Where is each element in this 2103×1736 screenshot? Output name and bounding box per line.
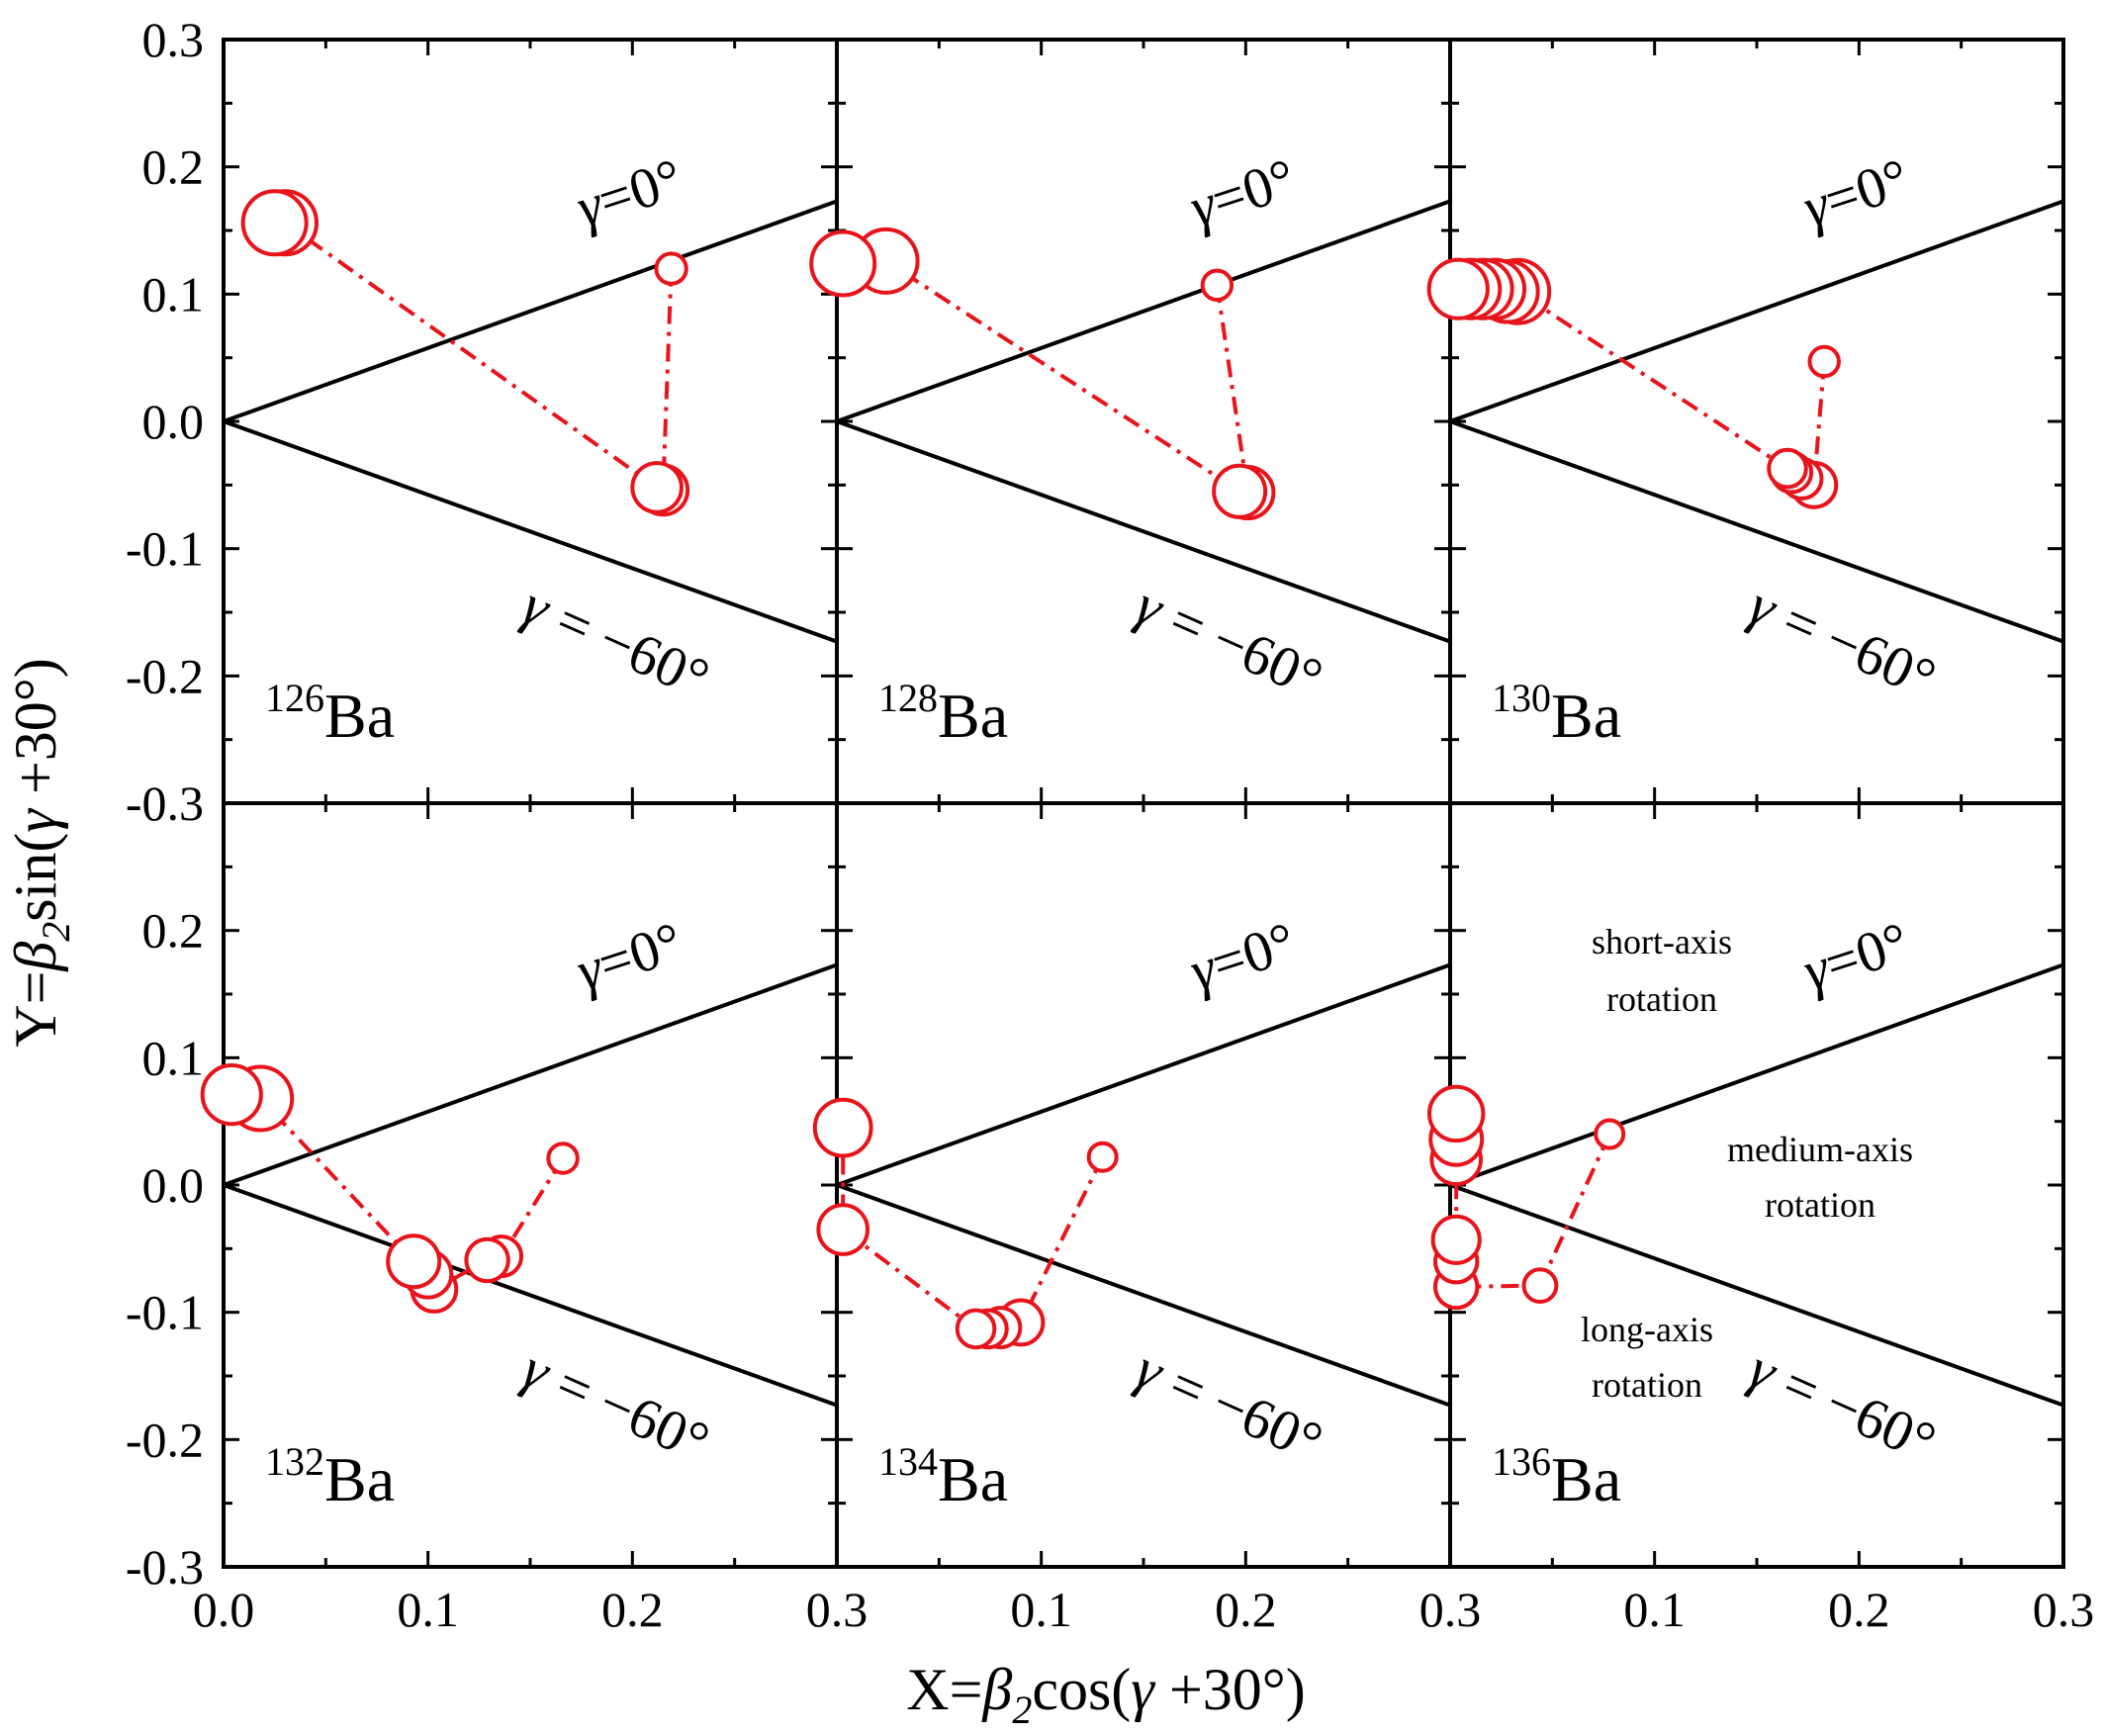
- y-tick-label: -0.3: [126, 1539, 204, 1595]
- x-tick-label: 0.3: [2033, 1582, 2095, 1637]
- y-tick-label: 0.0: [142, 1157, 205, 1213]
- short-axis-label-line2: rotation: [1606, 979, 1717, 1019]
- data-point: [1521, 1267, 1559, 1305]
- long-axis-label-line1: long-axis: [1581, 1310, 1713, 1349]
- data-point: [464, 1236, 510, 1284]
- data-point: [812, 1097, 873, 1158]
- data-point: [1594, 1118, 1626, 1150]
- x-tick-label: 0.2: [601, 1582, 664, 1637]
- y-tick-label: -0.1: [126, 1285, 204, 1340]
- gamma-0-line: [223, 962, 838, 1187]
- x-tick-label: 0.1: [1010, 1582, 1072, 1637]
- data-point: [1086, 1141, 1119, 1173]
- panel-132ba: γ=0° γ = −60° 132Ba: [200, 801, 839, 1569]
- nucleus-label: 128Ba: [878, 676, 1008, 751]
- gamma-minus60-line: [836, 1183, 1451, 1408]
- gamma-0-line: [836, 199, 1451, 423]
- series-path: [841, 1128, 1105, 1331]
- x-tick-label: 0.2: [1215, 1582, 1277, 1637]
- gamma-0-label: γ=0°: [1795, 145, 1917, 239]
- data-point: [816, 1203, 870, 1256]
- y-tick-label: 0.2: [142, 139, 205, 195]
- data-point: [240, 189, 309, 257]
- data-point: [1200, 268, 1234, 303]
- y-tick-label: 0.1: [142, 1030, 205, 1085]
- gamma-minus60-line: [1449, 419, 2064, 644]
- y-tick-label: -0.3: [126, 776, 204, 831]
- x-tick-label: 0.2: [1828, 1582, 1890, 1637]
- panel-134ba: γ=0° γ = −60° 134Ba: [812, 801, 1452, 1569]
- data-point: [809, 229, 877, 298]
- gamma-minus60-line: [836, 419, 1451, 644]
- data-point: [1212, 463, 1268, 519]
- medium-axis-label-line2: rotation: [1765, 1185, 1875, 1225]
- medium-axis-label-line1: medium-axis: [1727, 1130, 1913, 1169]
- series-path: [274, 221, 674, 494]
- gamma-0-label: γ=0°: [1795, 909, 1917, 1003]
- panels: γ=0° γ = −60° 126Ba γ=0° γ = −60° 128Ba γ=0° γ …: [200, 38, 2065, 1569]
- data-point: [1767, 447, 1808, 490]
- y-tick-label: 0.1: [142, 266, 205, 321]
- gamma-minus60-label: γ = −60°: [513, 1335, 719, 1474]
- gamma-minus60-label: γ = −60°: [1127, 572, 1332, 710]
- x-tick-label: 0.0: [193, 1582, 255, 1637]
- data-point: [386, 1233, 442, 1290]
- data-point: [1427, 1084, 1486, 1143]
- gamma-minus60-label: γ = −60°: [1740, 572, 1946, 710]
- data-point: [955, 1308, 997, 1350]
- x-tick-label: 0.1: [397, 1582, 459, 1637]
- y-tick-label: -0.2: [126, 1412, 204, 1467]
- y-axis-title: Y=β2sin(γ +30°): [3, 658, 78, 1048]
- gamma-0-line: [223, 199, 838, 423]
- long-axis-label-line2: rotation: [1592, 1365, 1702, 1405]
- gamma-minus60-line: [223, 1183, 838, 1408]
- short-axis-label-line1: short-axis: [1592, 922, 1732, 961]
- data-point: [630, 461, 684, 514]
- panel-126ba: γ=0° γ = −60° 126Ba: [222, 38, 839, 805]
- y-tick-label: -0.2: [126, 648, 204, 703]
- nucleus-label: 126Ba: [265, 676, 395, 751]
- gamma-minus60-label: γ = −60°: [1740, 1335, 1946, 1474]
- data-point: [200, 1063, 263, 1127]
- gamma-0-label: γ=0°: [569, 145, 690, 239]
- gamma-0-line: [1449, 962, 2064, 1187]
- nucleus-label: 136Ba: [1492, 1439, 1621, 1514]
- gamma-minus60-line: [1449, 1183, 2064, 1408]
- gamma-minus60-line: [223, 419, 838, 644]
- x-tick-label: 0.3: [1419, 1582, 1482, 1637]
- gamma-0-label: γ=0°: [569, 909, 690, 1003]
- panel-136ba: γ=0° γ = −60° 136Ba: [1427, 801, 2065, 1569]
- data-point: [1426, 257, 1490, 320]
- gamma-0-line: [836, 962, 1451, 1187]
- x-axis-title: X=β2cos(γ +30°): [906, 1657, 1306, 1732]
- y-tick-label: 0.3: [142, 12, 205, 67]
- x-tick-label: 0.3: [806, 1582, 869, 1637]
- data-point: [546, 1142, 580, 1175]
- data-point: [1807, 344, 1841, 379]
- y-tick-label: 0.2: [142, 903, 205, 959]
- gamma-minus60-label: γ = −60°: [1127, 1335, 1332, 1474]
- nucleus-label: 130Ba: [1492, 676, 1621, 751]
- panel-130ba: γ=0° γ = −60° 130Ba: [1426, 38, 2065, 805]
- y-tick-label: 0.0: [142, 394, 205, 449]
- panel-128ba: γ=0° γ = −60° 128Ba: [809, 38, 1452, 805]
- nucleus-label: 134Ba: [878, 1439, 1008, 1514]
- axis-labels: 0.3 0.2 0.1 0.0 -0.1 -0.2 -0.3 0.2 0.1 0.0 -0.1 -0.…: [126, 12, 2094, 1637]
- gamma-0-line: [1449, 199, 2064, 423]
- x-tick-label: 0.1: [1623, 1582, 1686, 1637]
- gamma-0-label: γ=0°: [1182, 145, 1304, 239]
- y-tick-label: -0.1: [126, 521, 204, 577]
- gamma-0-label: γ=0°: [1182, 909, 1304, 1003]
- data-point: [654, 251, 688, 286]
- gamma-minus60-label: γ = −60°: [513, 572, 719, 710]
- nucleus-label: 132Ba: [265, 1439, 395, 1514]
- data-point: [1430, 1214, 1482, 1265]
